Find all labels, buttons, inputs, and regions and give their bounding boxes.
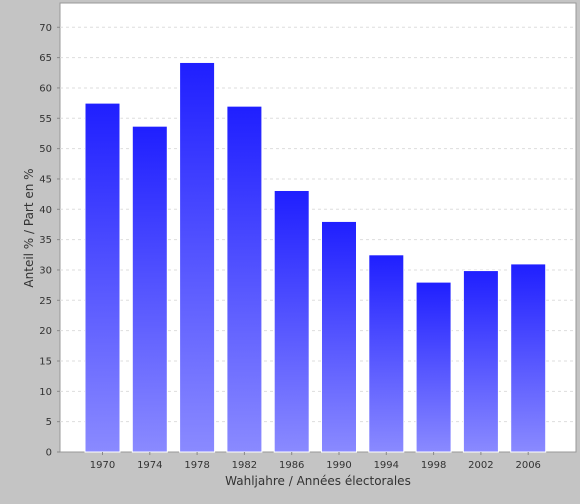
bar-1970 (84, 102, 121, 453)
bars (84, 61, 547, 453)
y-tick-label: 65 (39, 53, 52, 64)
x-axis-label: Wahljahre / Années électorales (225, 474, 411, 488)
x-tick-label: 1970 (90, 460, 115, 471)
bar-1986 (273, 189, 310, 453)
x-tick-label: 1994 (374, 460, 399, 471)
x-tick-label: 2006 (515, 460, 540, 471)
x-tick-label: 2002 (468, 460, 493, 471)
bar-1974 (131, 125, 168, 453)
x-tick-label: 1990 (326, 460, 351, 471)
y-axis-label: Anteil % / Part en % (22, 168, 36, 287)
bar-2002 (462, 270, 499, 453)
y-axis-ticks: 0 5 10 15 20 25 30 35 40 45 50 55 60 65 70 (39, 23, 60, 459)
bar-1990 (321, 220, 357, 453)
y-tick-label: 20 (39, 326, 52, 337)
x-tick-label: 1978 (184, 460, 209, 471)
y-tick-label: 50 (39, 144, 52, 155)
y-tick-label: 60 (39, 83, 52, 94)
x-axis-ticks: 1970 1974 1978 1982 1986 1990 1994 1998 2002 2006 (90, 452, 541, 471)
x-tick-label: 1998 (421, 460, 446, 471)
y-tick-label: 5 (46, 417, 52, 428)
bar-2006 (510, 263, 547, 453)
bar-1994 (368, 254, 405, 453)
y-tick-label: 55 (39, 114, 52, 125)
y-tick-label: 35 (39, 235, 52, 246)
y-tick-label: 30 (39, 265, 52, 276)
x-tick-label: 1982 (232, 460, 257, 471)
y-tick-label: 15 (39, 356, 52, 367)
x-tick-label: 1986 (279, 460, 304, 471)
bar-1982 (226, 105, 263, 453)
y-tick-label: 40 (39, 205, 52, 216)
y-tick-label: 45 (39, 174, 52, 185)
x-tick-label: 1974 (137, 460, 162, 471)
bar-1978 (179, 61, 216, 453)
y-tick-label: 10 (39, 387, 52, 398)
y-tick-label: 70 (39, 23, 52, 34)
y-tick-label: 0 (46, 448, 52, 459)
bar-1998 (415, 281, 452, 453)
y-tick-label: 25 (39, 296, 52, 307)
